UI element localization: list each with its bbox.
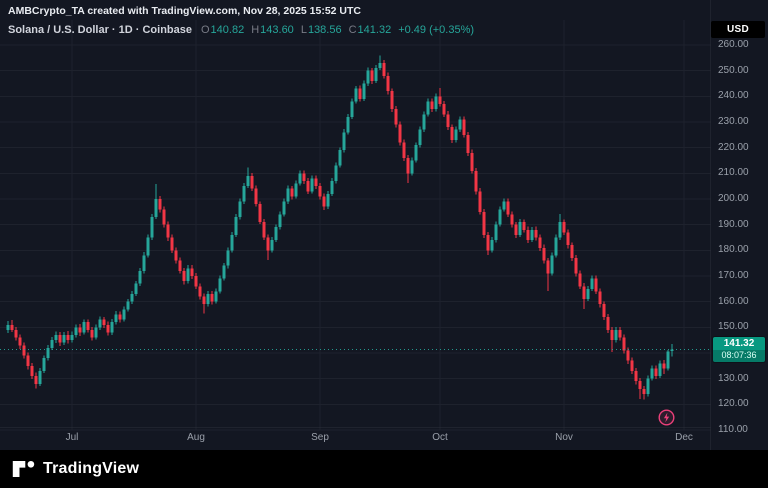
time-tick-label: Oct <box>432 432 448 443</box>
time-axis[interactable]: Jul Aug Sep Oct Nov Dec <box>0 427 711 450</box>
ohlc-open: O 140.82 <box>201 24 244 36</box>
price-tick-label: 240.00 <box>718 90 749 102</box>
ohlc-close: C 141.32 <box>349 24 392 36</box>
price-tick-label: 210.00 <box>718 167 749 179</box>
price-tick-label: 250.00 <box>718 64 749 76</box>
time-tick-label: Jul <box>65 432 79 443</box>
price-tick-label: 200.00 <box>718 193 749 204</box>
close-label: C <box>348 24 357 36</box>
price-tick-label: 190.00 <box>718 218 749 230</box>
high-label: H <box>251 24 260 36</box>
price-tick-label: 110.00 <box>718 424 748 435</box>
symbol-title[interactable]: Solana / U.S. Dollar · 1D · Coinbase <box>8 24 192 36</box>
low-label: L <box>300 24 307 36</box>
tradingview-logo-icon[interactable] <box>11 459 36 479</box>
lightning-bolt-icon <box>658 409 675 426</box>
bar-countdown: 08:07:36 <box>713 349 765 362</box>
time-tick-label: Sep <box>311 432 329 443</box>
price-tick-label: 260.00 <box>718 39 749 50</box>
price-tick-label: 160.00 <box>718 295 749 307</box>
flash-icon[interactable] <box>658 409 675 426</box>
time-tick-label: Nov <box>555 432 573 443</box>
last-price-badge: 141.32 08:07:36 <box>713 336 765 362</box>
price-tick-label: 180.00 <box>718 244 749 256</box>
price-tick-label: 120.00 <box>718 398 749 410</box>
attribution-text: AMBCrypto_TA created with TradingView.co… <box>8 5 362 17</box>
price-tick-label: 130.00 <box>718 372 749 384</box>
price-tick-label: 150.00 <box>718 321 749 333</box>
time-tick-label: Dec <box>675 432 693 443</box>
last-price-value: 141.32 <box>713 336 765 350</box>
time-tick-label: Aug <box>187 432 205 443</box>
ohlc-low: L 138.56 <box>301 24 342 36</box>
bottom-bar: TradingView <box>0 450 768 488</box>
close-value: 141.32 <box>357 24 392 36</box>
chart-legend: Solana / U.S. Dollar · 1D · Coinbase O 1… <box>8 24 474 36</box>
high-value: 143.60 <box>260 24 294 36</box>
change-value: +0.49 (+0.35%) <box>398 24 475 36</box>
price-tick-label: 230.00 <box>718 116 749 127</box>
price-axis[interactable]: 141.32 08:07:36 110.00120.00130.00140.00… <box>710 0 768 450</box>
price-tick-label: 220.00 <box>718 141 749 153</box>
open-value: 140.82 <box>210 24 245 36</box>
currency-toggle-button[interactable]: USD <box>711 21 765 38</box>
low-value: 138.56 <box>307 24 342 36</box>
ohlc-high: H 143.60 <box>251 24 294 36</box>
tradingview-logo-text[interactable]: TradingView <box>43 460 140 477</box>
price-tick-label: 170.00 <box>718 270 749 281</box>
open-label: O <box>200 24 210 36</box>
